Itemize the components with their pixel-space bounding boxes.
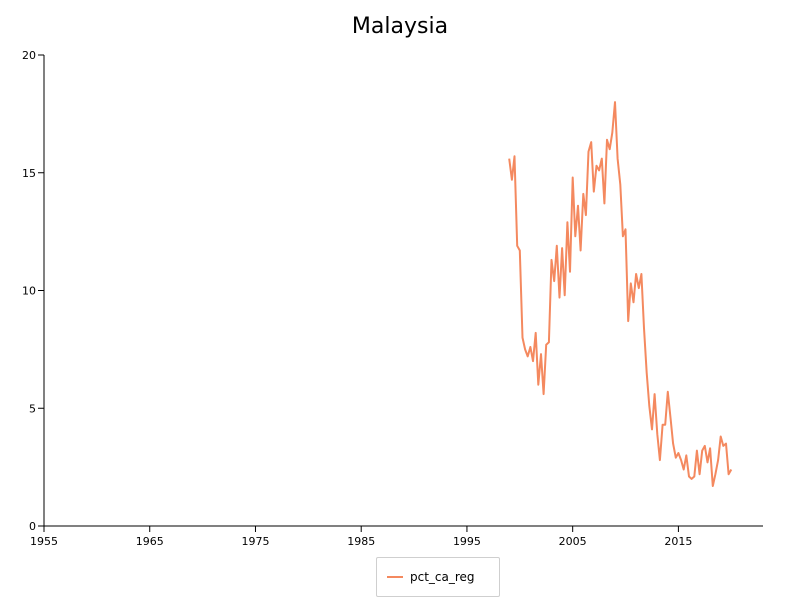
x-tick-label: 1995 [453,535,481,548]
y-tick-label: 20 [22,49,36,62]
x-tick-label: 1965 [136,535,164,548]
series-line-pct_ca_reg[interactable] [508,101,733,487]
x-axis-ticks: 1955 1965 1975 1985 1995 2005 2015 [30,526,692,548]
x-tick-label: 1975 [241,535,269,548]
x-tick-label: 1955 [30,535,58,548]
legend-label: pct_ca_reg [410,570,475,584]
legend-swatch [387,576,403,578]
legend[interactable]: pct_ca_reg [376,557,500,597]
x-tick-label: 1985 [347,535,375,548]
y-axis-ticks: 0 5 10 15 20 [22,49,44,533]
chart-title: Malaysia [351,14,449,39]
series-layer [508,101,733,487]
y-tick-label: 10 [22,285,36,298]
y-tick-label: 0 [29,520,36,533]
x-tick-label: 2015 [664,535,692,548]
y-tick-label: 15 [22,167,36,180]
x-tick-label: 2005 [559,535,587,548]
y-tick-label: 5 [29,402,36,415]
